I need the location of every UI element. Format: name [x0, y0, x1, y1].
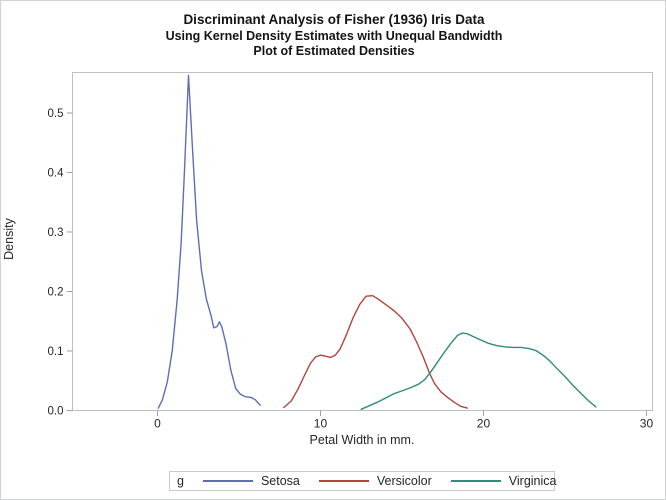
chart-subtitle-1: Using Kernel Density Estimates with Uneq… [165, 29, 503, 43]
y-tick-label: 0.4 [48, 167, 65, 179]
legend-item-versicolor: Versicolor [300, 474, 432, 488]
y-tick-label: 0.5 [48, 108, 64, 120]
legend-label-versicolor: Versicolor [376, 474, 432, 488]
setosa-line-swatch [202, 480, 253, 482]
virginica-density-curve [360, 332, 597, 410]
x-axis-title: Petal Width in mm. [309, 433, 415, 447]
virginica-line-swatch [450, 480, 501, 482]
plot-frame [72, 72, 653, 411]
y-tick-label: 0.1 [48, 346, 64, 358]
setosa-density-curve [157, 74, 261, 409]
chart-subtitle-2: Plot of Estimated Densities [253, 44, 415, 58]
versicolor-line-swatch [318, 480, 369, 482]
legend-label-setosa: Setosa [260, 474, 300, 488]
legend-item-virginica: Virginica [432, 474, 557, 488]
y-tick-label: 0.0 [48, 406, 64, 418]
chart-title: Discriminant Analysis of Fisher (1936) I… [183, 12, 485, 27]
x-tick-label: 0 [154, 417, 161, 431]
x-tick-label: 30 [640, 417, 654, 431]
legend-group-label: g [177, 474, 184, 488]
versicolor-density-curve [283, 295, 468, 409]
y-axis-title: Density [2, 218, 16, 260]
legend-label-virginica: Virginica [508, 474, 557, 488]
x-tick-label: 10 [314, 417, 328, 431]
y-tick-label: 0.2 [48, 286, 64, 298]
legend: g Setosa Versicolor Virginica [169, 471, 557, 491]
legend-item-setosa: Setosa [184, 474, 300, 488]
x-tick-label: 20 [477, 417, 491, 431]
y-tick-label: 0.3 [48, 227, 64, 239]
